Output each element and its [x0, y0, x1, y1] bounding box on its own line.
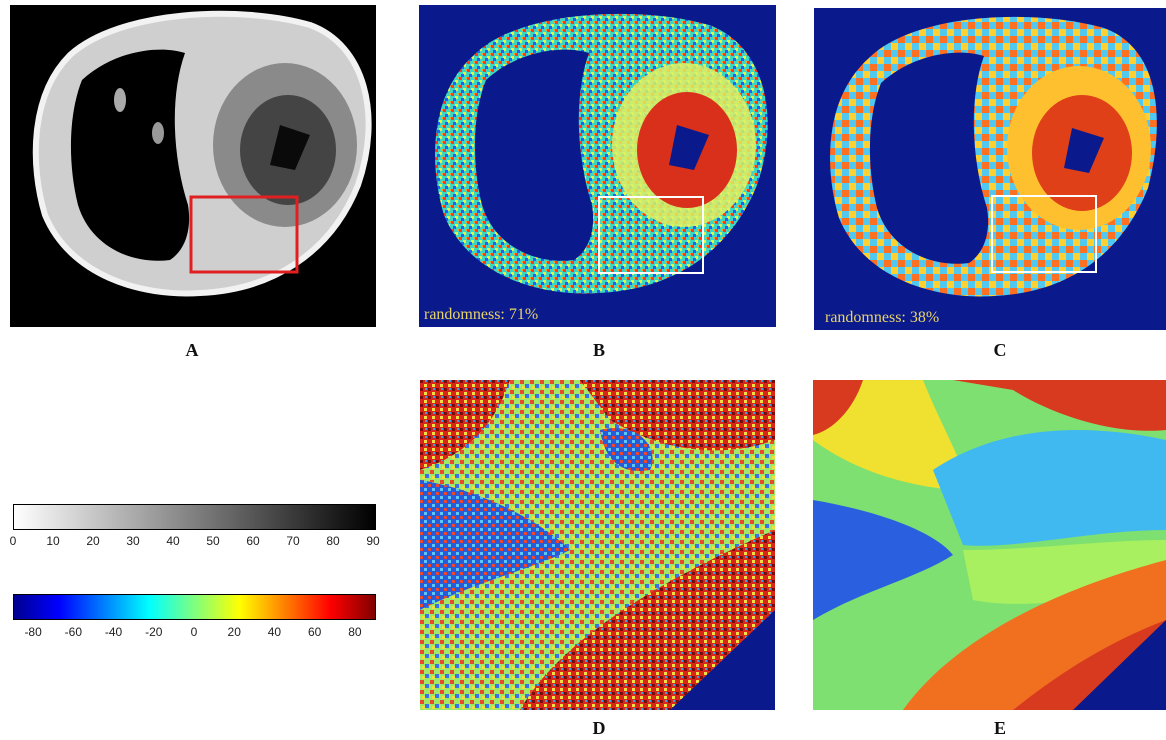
colorbar-tick-label: 20 — [227, 625, 241, 639]
grayscale-colorbar — [13, 504, 376, 535]
panel-letter-c: C — [993, 340, 1007, 360]
colorbar-tick-label: 70 — [286, 534, 300, 548]
panel-e-zoomed-detail — [813, 380, 1166, 710]
highlight-box-c — [991, 195, 1097, 273]
colorbar-tick-label: 50 — [206, 534, 220, 548]
colorbar-tick-label: -80 — [24, 625, 42, 639]
colorbar-tick-label: 10 — [46, 534, 60, 548]
colorbar-tick-label: 0 — [9, 534, 17, 548]
colorbar-tick-label: 80 — [326, 534, 340, 548]
panel-a-grayscale-heart-image — [10, 5, 376, 327]
randomness-label-b: randomness: 71% — [424, 306, 539, 323]
colorbar-tick-label: 60 — [246, 534, 260, 548]
colorbar-tick-label: -60 — [64, 625, 82, 639]
colorbar-tick-label: 40 — [166, 534, 180, 548]
randomness-label-c: randomness: 38% — [825, 309, 940, 326]
colorbar-tick-label: 40 — [267, 625, 282, 639]
colorbar-tick-label: -20 — [145, 625, 163, 639]
panel-letter-a: A — [185, 340, 199, 360]
panel-letter-d: D — [592, 718, 606, 738]
colorbar-tick-label: 80 — [348, 625, 362, 639]
panel-letter-e: E — [993, 718, 1006, 738]
highlight-box-a — [189, 195, 299, 274]
colorbar-tick-label: 20 — [86, 534, 100, 548]
colorbar-tick-label: 60 — [307, 625, 322, 639]
highlight-box-b — [598, 196, 704, 274]
panel-c-randomness-map — [814, 8, 1166, 330]
panel-letter-b: B — [592, 340, 605, 360]
colorbar-tick-label: 30 — [126, 534, 140, 548]
panel-d-zoomed-detail — [420, 380, 775, 710]
colorbar-tick-label: 0 — [190, 625, 198, 639]
colorbar-tick-label: 90 — [366, 534, 380, 548]
colorbar-tick-label: -40 — [104, 625, 123, 639]
panel-b-randomness-map — [419, 5, 776, 327]
jet-colorbar — [13, 594, 376, 625]
